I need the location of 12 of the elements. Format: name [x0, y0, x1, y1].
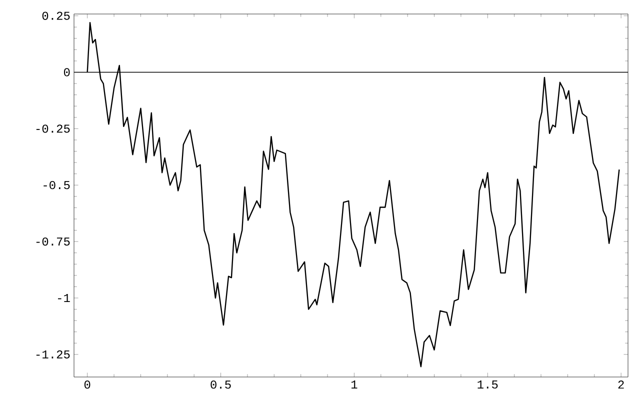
x-tick-label: 0.5 [210, 380, 231, 389]
y-tick-label: 0.25 [42, 12, 70, 20]
y-tick-label: -1 [58, 294, 70, 302]
y-tick-label: -0.25 [36, 124, 70, 133]
y-tick-label: -0.5 [44, 181, 70, 190]
x-tick-label: 1 [351, 380, 358, 388]
x-tick-label: 0 [84, 380, 90, 389]
y-tick-label: -0.75 [36, 237, 70, 246]
y-tick-label: -1.25 [36, 350, 70, 358]
y-tick-label: 0 [64, 68, 70, 76]
x-tick-label: 1.5 [478, 380, 498, 389]
x-tick-label: 2 [618, 380, 624, 389]
